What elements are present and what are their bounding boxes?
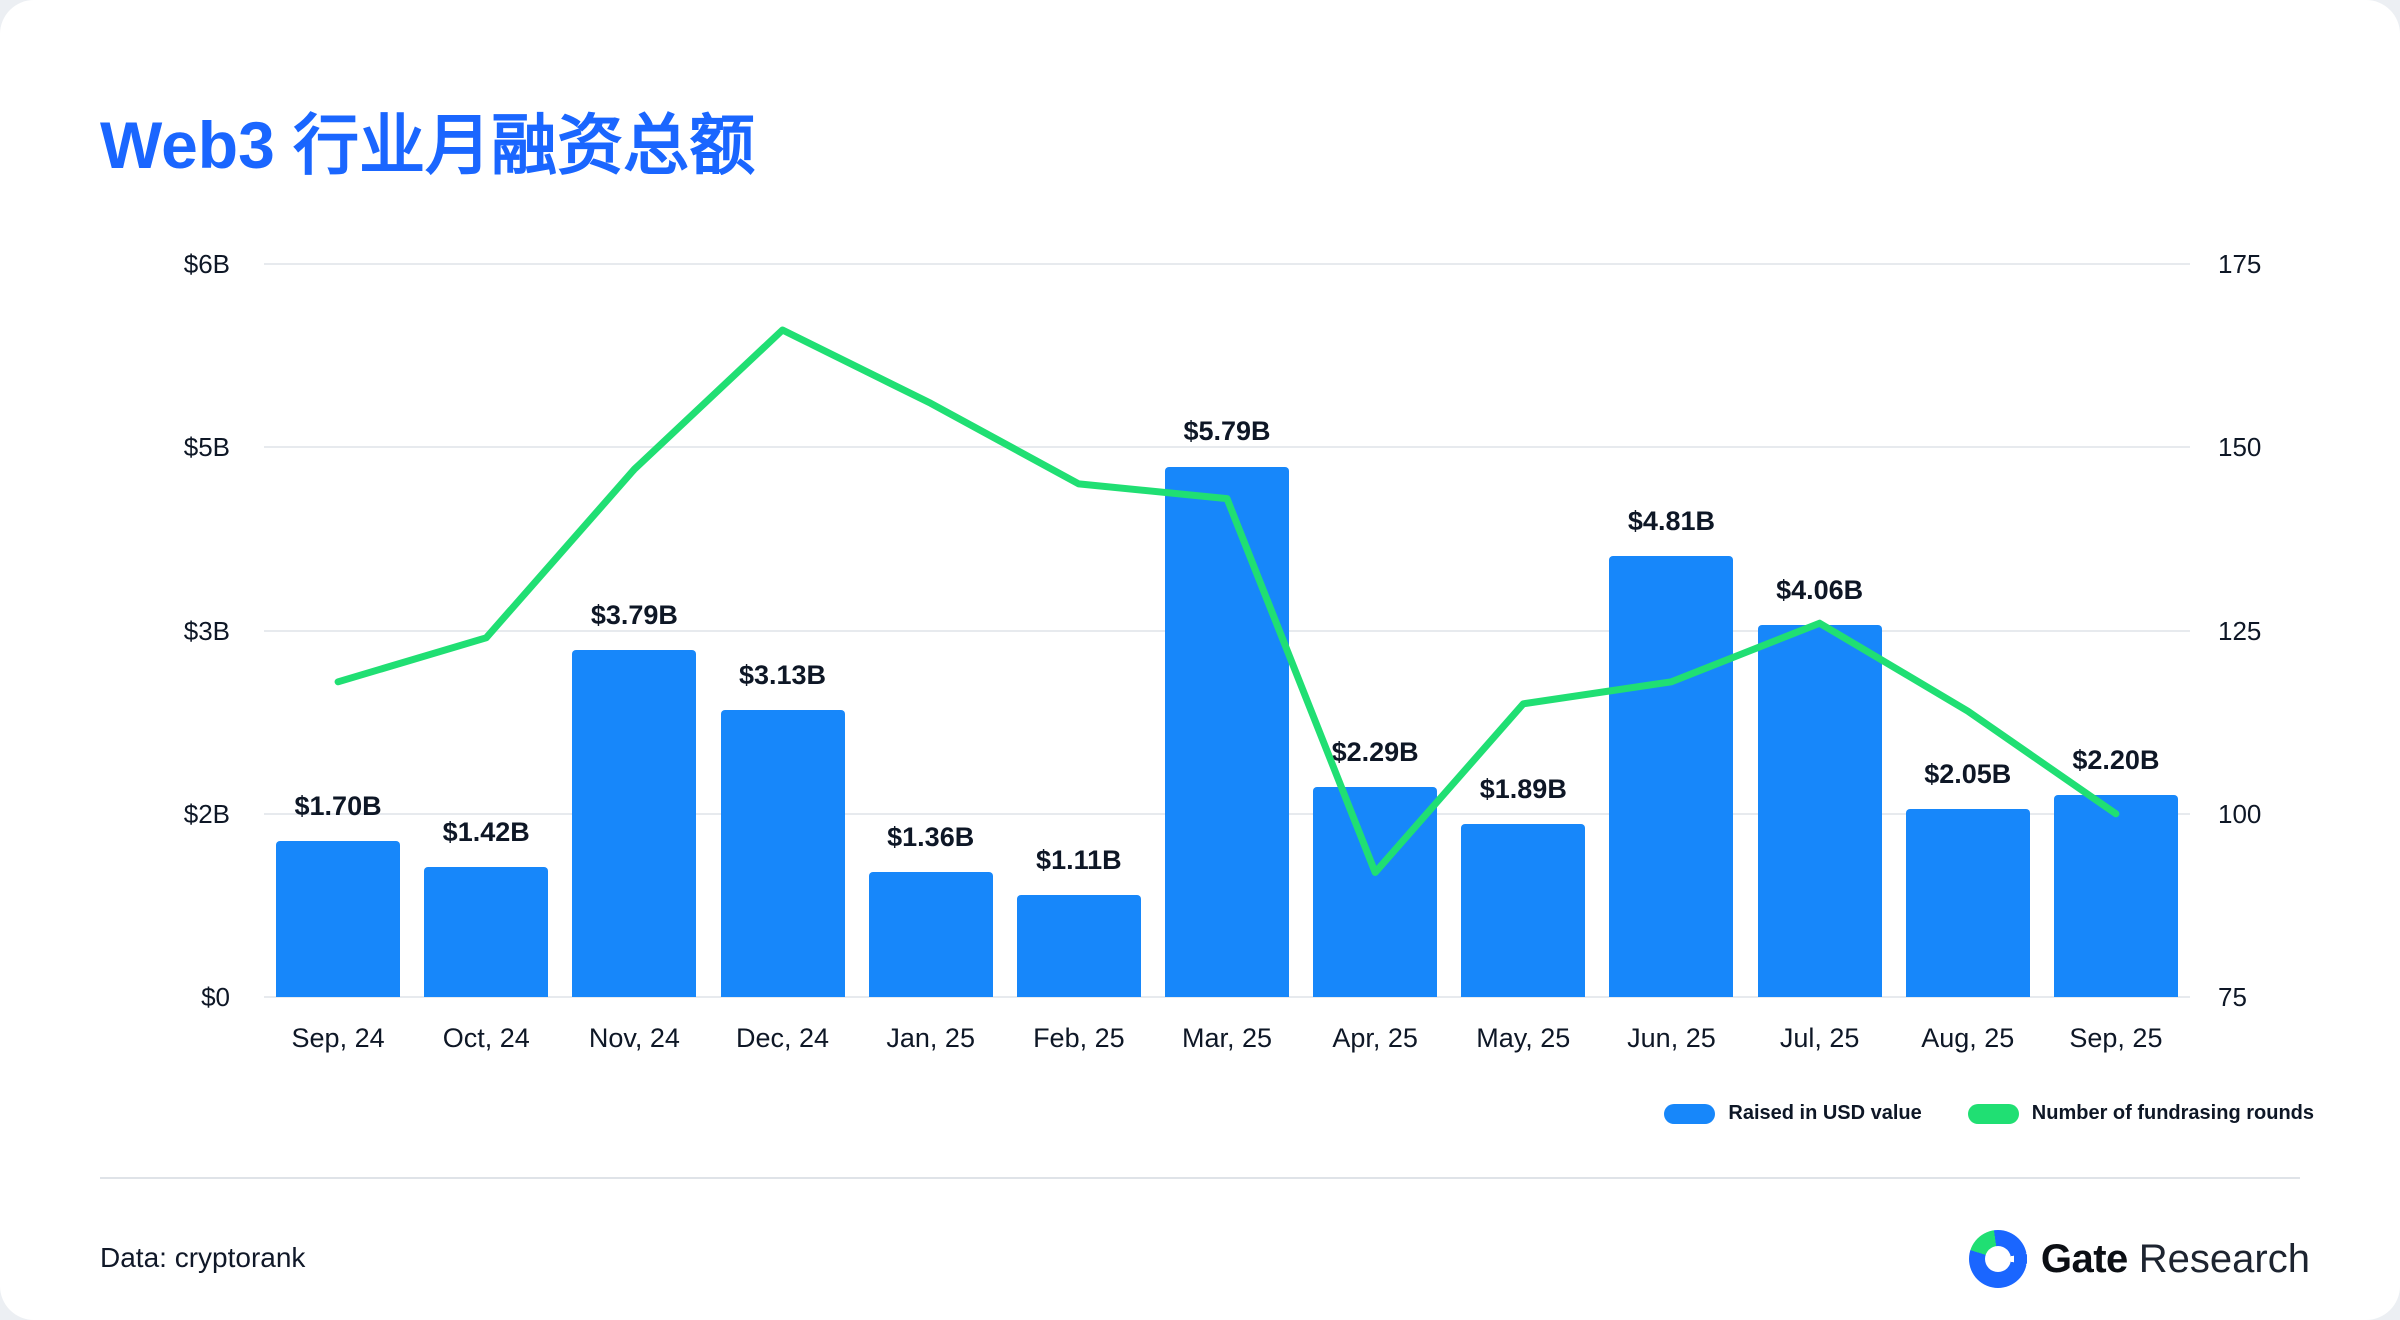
plot-area: $6B 175 $5B 150 $3B 125 $2B 100 $0 75 $1.70B Sep, 2…	[184, 249, 2262, 1053]
x-tick-label: Sep, 24	[291, 1023, 385, 1053]
bar	[2053, 795, 2178, 997]
bar-value-label: $1.42B	[442, 816, 530, 847]
bar-value-label: $5.79B	[1183, 416, 1271, 447]
chart-title: Web3 行业月融资总额	[100, 108, 756, 182]
x-tick-label: Jan, 25	[886, 1023, 975, 1053]
legend: Raised in USD value Number of fundrasing…	[1664, 1102, 2314, 1125]
bar-value-label: $4.06B	[1776, 575, 1864, 605]
footer-divider	[100, 1177, 2300, 1179]
x-tick-label: May, 25	[1476, 1023, 1571, 1053]
data-source: Data: cryptorank	[100, 1242, 306, 1273]
bar-value-label: $1.36B	[887, 822, 975, 853]
y-axis-left-tick-label: $5B	[183, 432, 230, 463]
bar-value-label: $2.29B	[1331, 737, 1419, 768]
bar-series-swatch-icon	[1664, 1103, 1716, 1124]
bar-value-label: $2.20B	[2072, 745, 2160, 776]
gridline	[264, 263, 2190, 265]
x-tick-label: Dec, 24	[736, 1023, 830, 1053]
fundraising-rounds-line	[334, 326, 2120, 876]
y-axis-left-tick-label: $0	[201, 982, 230, 1012]
bar	[424, 866, 549, 997]
x-tick-label: Nov, 24	[588, 1023, 680, 1053]
y-axis-left-tick-label: $6B	[183, 249, 230, 279]
bar	[868, 872, 993, 997]
y-axis-right-tick-label: 125	[2218, 615, 2262, 646]
bar-value-label: $4.81B	[1627, 506, 1715, 537]
y-axis-left-tick-label: $3B	[183, 615, 230, 646]
y-axis-right-tick-label: 175	[2218, 249, 2262, 279]
gridline	[264, 996, 2190, 998]
bar	[276, 841, 401, 997]
line-path	[334, 326, 2120, 876]
bar	[1609, 556, 1734, 997]
legend-item-bars: Raised in USD value	[1664, 1102, 1922, 1125]
bar	[572, 649, 697, 997]
x-tick-label: Feb, 25	[1033, 1023, 1125, 1053]
x-tick-label: Sep, 25	[2069, 1023, 2163, 1053]
x-tick-label: Mar, 25	[1181, 1023, 1273, 1053]
bar	[1757, 625, 1882, 997]
bar-value-label: $1.89B	[1479, 773, 1567, 804]
bar	[1165, 466, 1289, 997]
bar-value-label: $2.05B	[1924, 759, 2012, 790]
legend-item-line: Number of fundrasing rounds	[1967, 1102, 2314, 1125]
y-axis-right-tick-label: 150	[2218, 432, 2262, 463]
bar-value-label: $3.79B	[590, 599, 678, 630]
line-series-swatch-icon	[1967, 1103, 2019, 1124]
legend-label: Number of fundrasing rounds	[2031, 1102, 2314, 1124]
x-tick-label: Oct, 24	[442, 1023, 530, 1053]
brand: Gate Research	[1968, 1230, 2310, 1288]
y-axis-left-tick-label: $2B	[183, 798, 230, 829]
bar-value-label: $1.11B	[1036, 845, 1122, 876]
x-tick-label: Jul, 25	[1779, 1023, 1860, 1053]
gate-logo-icon	[1968, 1230, 2027, 1288]
y-axis-right-tick-label: 100	[2218, 798, 2262, 829]
x-tick-label: Apr, 25	[1332, 1023, 1418, 1053]
legend-label: Raised in USD value	[1728, 1102, 1922, 1124]
bar-value-label: $3.13B	[738, 660, 827, 691]
brand-name: Gate	[2040, 1236, 2128, 1281]
gridline	[264, 446, 2190, 449]
bar	[720, 710, 845, 997]
y-axis-right-tick-label: 75	[2218, 982, 2247, 1012]
x-tick-label: Jun, 25	[1627, 1023, 1716, 1053]
x-tick-label: Aug, 25	[1921, 1023, 2015, 1053]
bar	[1016, 895, 1141, 997]
brand-suffix: Research	[2138, 1236, 2310, 1281]
bar-value-label: $1.70B	[294, 791, 382, 822]
bar	[1905, 809, 2030, 997]
bar	[1461, 823, 1586, 997]
